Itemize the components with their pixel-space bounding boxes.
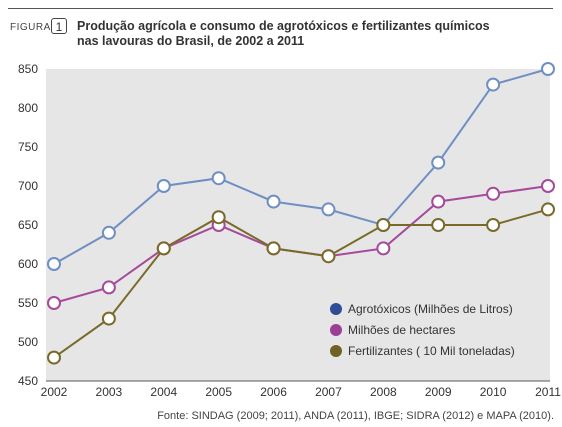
y-tick-label: 750 <box>18 140 38 154</box>
data-point <box>321 249 336 264</box>
x-tick-label: 2006 <box>260 385 287 399</box>
data-point <box>211 210 226 225</box>
source-note: Fonte: SINDAG (2009; 2011), ANDA (2011),… <box>157 410 554 422</box>
figure-label: FIGURA <box>10 22 51 33</box>
legend-label: Milhões de hectares <box>348 323 455 337</box>
legend-marker <box>330 324 342 336</box>
data-point <box>101 225 116 240</box>
legend-label: Agrotóxicos (Milhões de Litros) <box>348 302 513 316</box>
x-tick-label: 2003 <box>96 385 123 399</box>
series-3 <box>47 202 555 365</box>
x-tick-label: 2008 <box>370 385 397 399</box>
x-tick-label: 2002 <box>41 385 68 399</box>
data-point <box>47 350 61 365</box>
data-point <box>486 77 501 92</box>
data-point <box>376 241 391 256</box>
data-point <box>156 179 171 193</box>
data-point <box>101 311 116 326</box>
legend: Agrotóxicos (Milhões de Litros) Milhões d… <box>330 302 515 358</box>
chart-title: Produção agrícola e consumo de agrotóxic… <box>77 19 547 49</box>
y-tick-label: 550 <box>18 296 38 310</box>
data-point <box>156 241 171 256</box>
data-point <box>541 202 555 217</box>
top-rule <box>8 8 553 9</box>
y-tick-label: 500 <box>18 335 38 349</box>
x-axis: 2002 2003 2004 2005 2006 2007 2008 2009 2010 2011 <box>41 380 561 399</box>
data-point <box>431 155 446 170</box>
data-point <box>266 194 281 209</box>
y-tick-label: 650 <box>18 218 38 232</box>
data-point <box>101 280 116 295</box>
data-point <box>431 218 446 232</box>
data-point <box>376 218 391 232</box>
series-line <box>53 208 549 359</box>
data-point <box>431 194 446 209</box>
figure-number: 1 <box>51 18 67 34</box>
x-tick-label: 2004 <box>150 385 177 399</box>
y-tick-label: 600 <box>18 257 38 271</box>
legend-label: Fertilizantes ( 10 Mil toneladas) <box>348 344 515 358</box>
data-point <box>486 186 501 201</box>
series-1 <box>47 62 555 271</box>
y-tick-label: 850 <box>18 62 38 76</box>
series-line <box>53 68 549 265</box>
y-tick-label: 700 <box>18 179 38 193</box>
x-tick-label: 2007 <box>315 385 342 399</box>
x-tick-label: 2011 <box>535 385 561 399</box>
series-layer <box>47 62 555 365</box>
legend-marker <box>330 345 342 357</box>
data-point <box>321 202 336 217</box>
legend-marker <box>330 303 342 315</box>
y-axis: 450 500 550 600 650 700 750 800 850 <box>18 62 38 388</box>
x-tick-label: 2010 <box>480 385 507 399</box>
data-point <box>541 179 555 193</box>
chart-title-line-2: nas lavouras do Brasil, de 2002 a 2011 <box>77 34 305 48</box>
data-point <box>47 257 61 271</box>
x-tick-label: 2009 <box>425 385 452 399</box>
y-tick-label: 800 <box>18 101 38 115</box>
y-tick-label: 450 <box>18 374 38 388</box>
x-tick-label: 2005 <box>205 385 232 399</box>
data-point <box>47 296 61 310</box>
data-point <box>486 218 501 232</box>
data-point <box>211 171 226 186</box>
data-point <box>266 241 281 256</box>
chart-title-line-1: Produção agrícola e consumo de agrotóxic… <box>77 19 490 33</box>
data-point <box>541 62 555 76</box>
